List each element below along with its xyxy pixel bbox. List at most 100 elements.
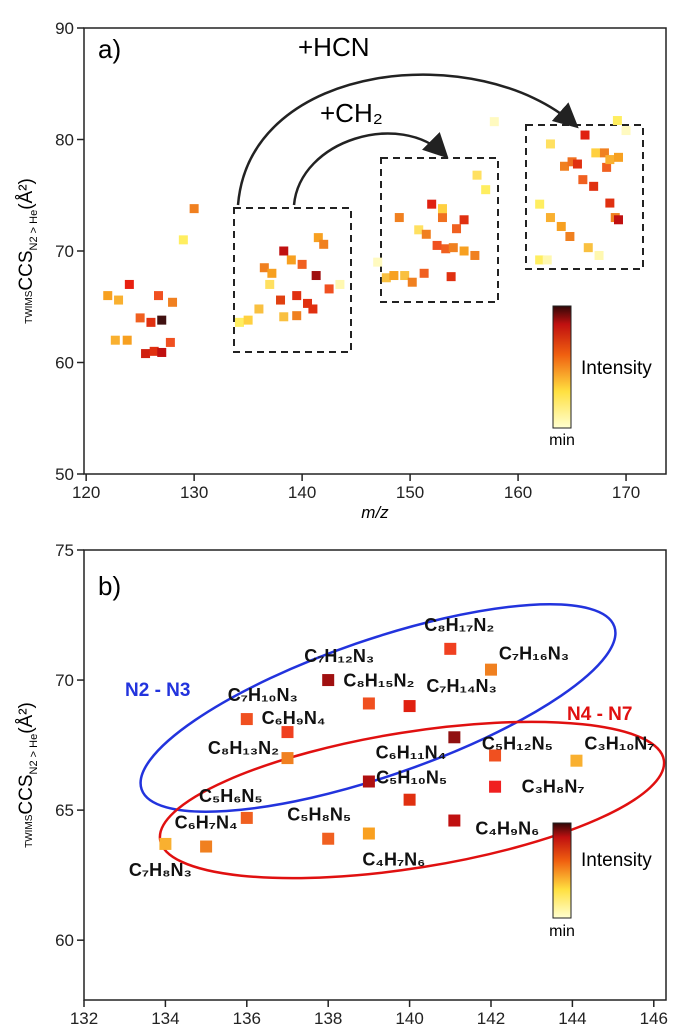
point bbox=[489, 780, 502, 793]
point-label: C₅H₈N₅ bbox=[287, 805, 351, 825]
point bbox=[403, 793, 416, 806]
point bbox=[141, 349, 151, 359]
point bbox=[578, 175, 588, 185]
x-tick-label: 132 bbox=[70, 1009, 98, 1026]
point bbox=[437, 204, 447, 214]
point bbox=[484, 663, 497, 676]
point bbox=[472, 170, 482, 180]
y-axis-label-part: TWIMS bbox=[24, 290, 35, 324]
point bbox=[394, 213, 404, 223]
annotation: +CH₂ bbox=[320, 98, 383, 128]
point bbox=[621, 126, 631, 136]
point bbox=[602, 162, 612, 172]
point bbox=[444, 642, 457, 655]
y-axis-label: TWIMSCCSN2 > He(Å²) bbox=[16, 702, 40, 848]
point bbox=[335, 279, 345, 289]
point-label: C₇H₈N₃ bbox=[129, 860, 192, 880]
colorbar-min: min bbox=[549, 432, 575, 449]
x-tick-label: 142 bbox=[477, 1009, 505, 1026]
x-tick-label: 150 bbox=[396, 483, 424, 502]
point bbox=[565, 232, 575, 242]
point bbox=[254, 304, 264, 314]
x-tick-label: 138 bbox=[314, 1009, 342, 1026]
x-tick-label: 144 bbox=[558, 1009, 586, 1026]
point bbox=[389, 271, 399, 281]
point bbox=[599, 148, 609, 158]
point bbox=[267, 268, 277, 278]
point-label: C₅H₁₀N₅ bbox=[376, 768, 447, 788]
point bbox=[407, 277, 417, 287]
point bbox=[448, 243, 458, 253]
arrow-ch2 bbox=[292, 132, 449, 206]
point bbox=[489, 117, 499, 127]
point bbox=[292, 291, 302, 301]
point bbox=[286, 255, 296, 265]
point bbox=[542, 255, 552, 265]
point bbox=[313, 233, 323, 243]
point bbox=[324, 284, 334, 294]
point bbox=[168, 297, 178, 307]
point bbox=[605, 155, 615, 165]
y-axis-label: TWIMSCCSN2 > He(Å²) bbox=[16, 178, 40, 324]
y-tick-label: 65 bbox=[55, 801, 74, 820]
point bbox=[441, 244, 451, 254]
point bbox=[362, 697, 375, 710]
point bbox=[103, 291, 113, 301]
point bbox=[605, 198, 615, 208]
point bbox=[446, 272, 456, 282]
point bbox=[591, 148, 601, 158]
panel-label: b) bbox=[98, 571, 121, 601]
point bbox=[319, 239, 329, 249]
point-label: C₇H₁₂N₃ bbox=[304, 646, 374, 666]
x-axis-label: m/z bbox=[361, 503, 389, 522]
point bbox=[545, 139, 555, 149]
group-ellipse bbox=[139, 603, 617, 813]
colorbar-label: Intensity bbox=[581, 358, 652, 379]
panel-label: a) bbox=[98, 34, 121, 64]
point bbox=[448, 814, 461, 827]
group-label: N2 - N3 bbox=[125, 680, 190, 701]
point bbox=[124, 279, 134, 289]
point bbox=[159, 837, 172, 850]
colorbar-label: Intensity bbox=[581, 850, 652, 871]
point bbox=[613, 152, 623, 162]
x-tick-label: 136 bbox=[233, 1009, 261, 1026]
point bbox=[189, 204, 199, 214]
point bbox=[535, 255, 545, 265]
point bbox=[322, 674, 335, 687]
point-label: C₇H₁₀N₃ bbox=[228, 685, 298, 705]
point bbox=[381, 273, 391, 283]
point-label: C₅H₆N₅ bbox=[199, 786, 263, 806]
point bbox=[613, 215, 623, 225]
point bbox=[545, 213, 555, 223]
point bbox=[432, 240, 442, 250]
point-label: C₄H₉N₆ bbox=[475, 819, 539, 839]
point-label: C₆H₉N₄ bbox=[262, 708, 326, 728]
point bbox=[589, 181, 599, 191]
point bbox=[373, 257, 383, 267]
point bbox=[459, 215, 469, 225]
y-tick-label: 60 bbox=[55, 931, 74, 950]
y-axis-label-part: N2 > He bbox=[28, 734, 40, 775]
point bbox=[200, 840, 213, 853]
point-label: C₃H₈N₇ bbox=[522, 777, 585, 797]
point-label: C₆H₇N₄ bbox=[175, 813, 238, 833]
point bbox=[303, 298, 313, 308]
x-tick-label: 146 bbox=[640, 1009, 668, 1026]
y-axis-label-part: (Å²) bbox=[16, 702, 37, 734]
x-tick-label: 130 bbox=[180, 483, 208, 502]
point bbox=[276, 295, 286, 305]
point bbox=[292, 311, 302, 321]
point-label: C₇H₁₄N₃ bbox=[426, 676, 497, 696]
plot-frame bbox=[83, 27, 667, 475]
colorbar-min: min bbox=[549, 923, 575, 940]
y-tick-label: 70 bbox=[55, 671, 74, 690]
point bbox=[322, 832, 335, 845]
annotation: +HCN bbox=[298, 32, 370, 62]
point bbox=[157, 347, 167, 357]
point bbox=[279, 246, 289, 256]
y-axis-label-part: N2 > He bbox=[28, 210, 40, 251]
point bbox=[122, 335, 132, 345]
y-tick-label: 75 bbox=[55, 541, 74, 560]
